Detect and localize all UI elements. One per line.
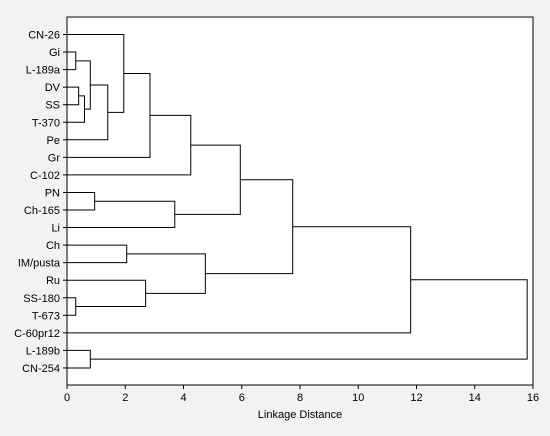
merge-link-m7: [67, 72, 151, 158]
x-tick-label: 4: [180, 392, 186, 404]
x-tick-label: 2: [122, 392, 128, 404]
x-tick-label: 14: [469, 392, 481, 404]
x-axis-title: Linkage Distance: [258, 409, 342, 421]
leaf-label: CN-254: [22, 363, 60, 375]
merge-link-m9: [67, 191, 96, 211]
leaf-label: C-60pr12: [14, 328, 60, 340]
x-tick-label: 0: [64, 392, 70, 404]
leaf-label: L-189a: [26, 65, 61, 77]
merge-link-m10: [67, 200, 176, 229]
merge-link-m19: [90, 279, 528, 360]
x-tick-label: 6: [239, 392, 245, 404]
leaf-label: Ch-165: [24, 205, 60, 217]
leaf-label: Ru: [46, 275, 60, 287]
link-group: [67, 34, 528, 369]
leaf-label: T-370: [32, 117, 60, 129]
leaf-label: Li: [51, 223, 60, 235]
leaf-label: Ch: [46, 240, 60, 252]
leaf-label: Gr: [48, 152, 61, 164]
merge-link-m12: [67, 244, 128, 264]
leaf-label: L-189b: [26, 345, 60, 357]
x-tick-label: 16: [527, 392, 539, 404]
leaf-label: DV: [45, 82, 61, 94]
leaf-label: SS: [45, 100, 60, 112]
leaf-label: Pe: [47, 135, 60, 147]
leaf-label: CN-26: [28, 30, 60, 42]
x-tick-label: 8: [297, 392, 303, 404]
leaf-label: Gi: [49, 47, 60, 59]
leaf-label: C-102: [30, 170, 60, 182]
x-axis-ticks: 0 2 4 6 8 10 12 14 16: [64, 385, 539, 404]
leaf-label: SS-180: [23, 293, 60, 305]
leaf-label: T-673: [32, 310, 60, 322]
merge-link-m14: [67, 279, 147, 308]
x-tick-label: 10: [352, 392, 364, 404]
x-tick-label: 12: [410, 392, 422, 404]
leaf-label: PN: [45, 187, 60, 199]
leaf-label-group: CN-26 Gi L-189a DV SS T-370 Pe Gr C-102 PN Ch-165 L…: [14, 30, 67, 375]
leaf-label: IM/pusta: [18, 258, 61, 270]
merge-link-m8: [67, 114, 192, 176]
